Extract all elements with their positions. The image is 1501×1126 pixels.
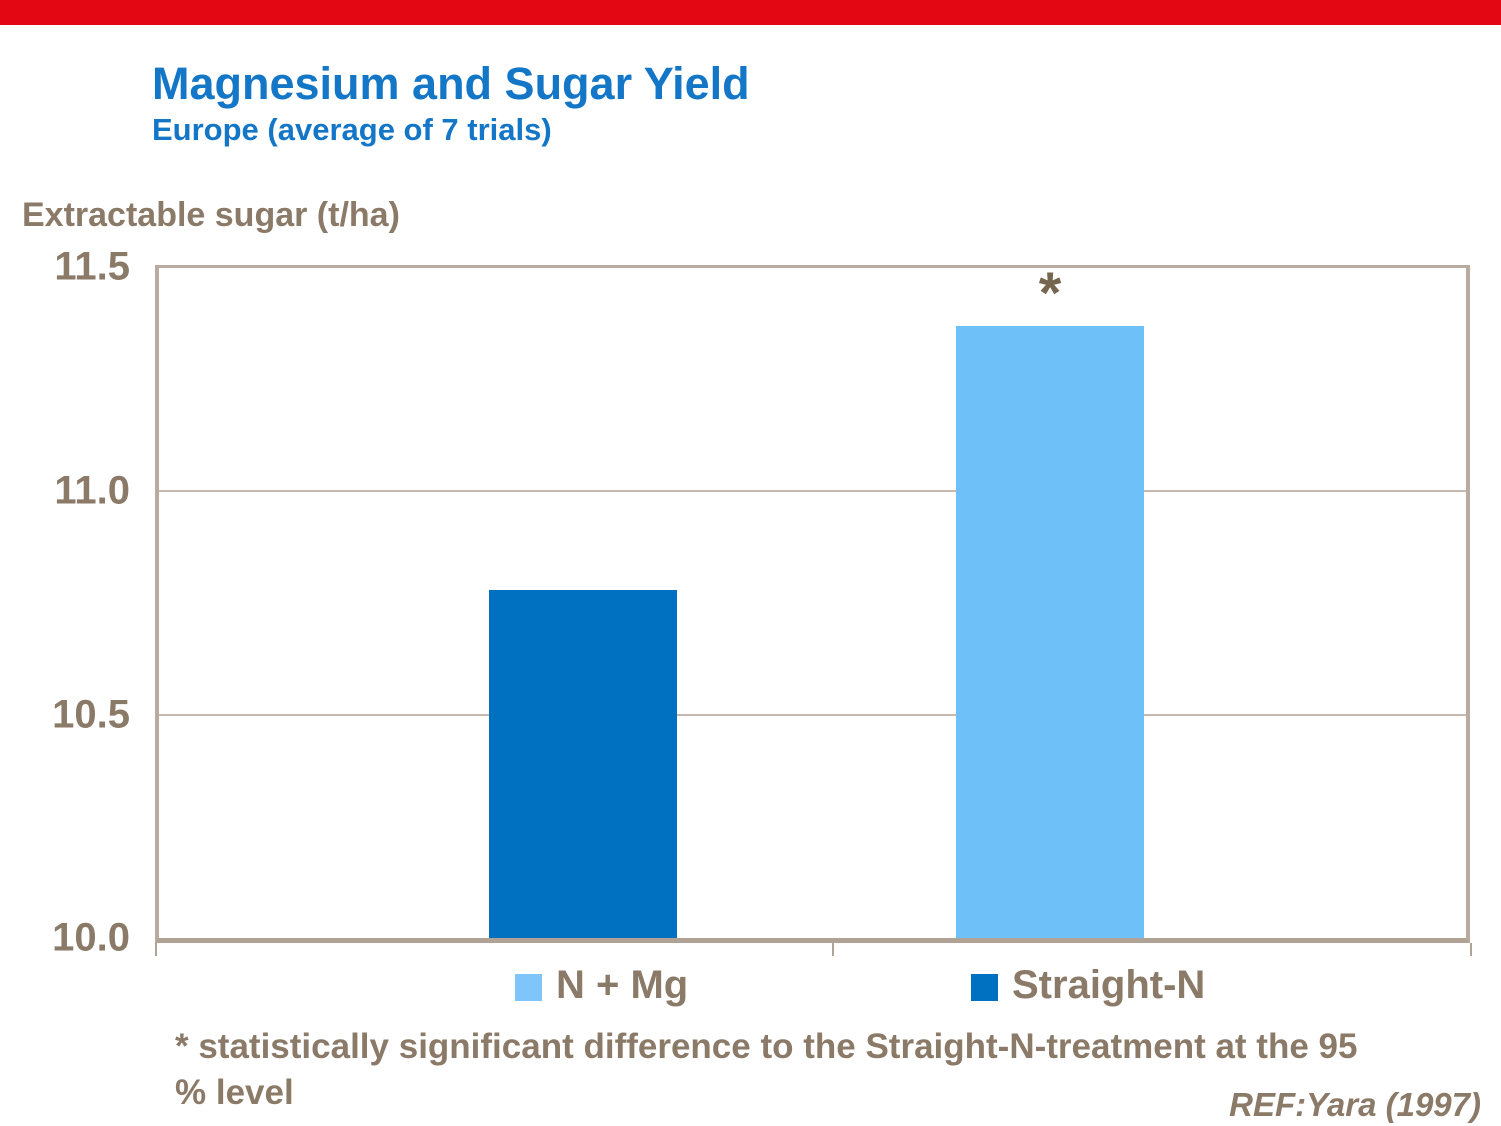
reference-text: REF:Yara (1997) (1229, 1086, 1481, 1123)
footnote-line1: * statistically significant difference t… (175, 1027, 1358, 1066)
y-tick-label: 10.0 (52, 915, 130, 960)
top-accent-bar (0, 0, 1501, 25)
significance-footnote: * statistically significant difference t… (175, 1024, 1501, 1116)
gridline-10.5 (159, 714, 1466, 716)
legend-item-n-mg: N + Mg (515, 963, 688, 1008)
significance-asterisk: * (1038, 261, 1062, 326)
chart-title: Magnesium and Sugar Yield (152, 58, 750, 109)
legend-swatch-icon (515, 974, 542, 1001)
legend-label: N + Mg (556, 963, 689, 1007)
y-axis-title: Extractable sugar (t/ha) (22, 196, 400, 234)
bar-n-mg (956, 326, 1144, 938)
plot-area: * (155, 265, 1470, 943)
bar-straight-n (489, 590, 677, 938)
legend: N + Mg Straight-N (0, 963, 1501, 1013)
bar-column-straight-n (489, 268, 677, 938)
bar-column-n-mg: * (956, 261, 1144, 938)
footnote-line2: % level (175, 1073, 294, 1113)
y-tick-label: 11.0 (54, 468, 130, 513)
x-axis-tick (1470, 943, 1472, 956)
chart-subtitle: Europe (average of 7 trials) (152, 112, 552, 147)
x-axis-tick (832, 943, 834, 956)
y-tick-label: 11.5 (54, 244, 130, 289)
legend-swatch-icon (971, 974, 998, 1001)
gridline-11.0 (159, 490, 1466, 492)
bar-annotation (489, 538, 677, 578)
legend-item-straight-n: Straight-N (971, 963, 1205, 1008)
legend-label: Straight-N (1012, 963, 1206, 1007)
y-tick-label: 10.5 (52, 692, 130, 737)
x-axis-tick (155, 943, 157, 956)
